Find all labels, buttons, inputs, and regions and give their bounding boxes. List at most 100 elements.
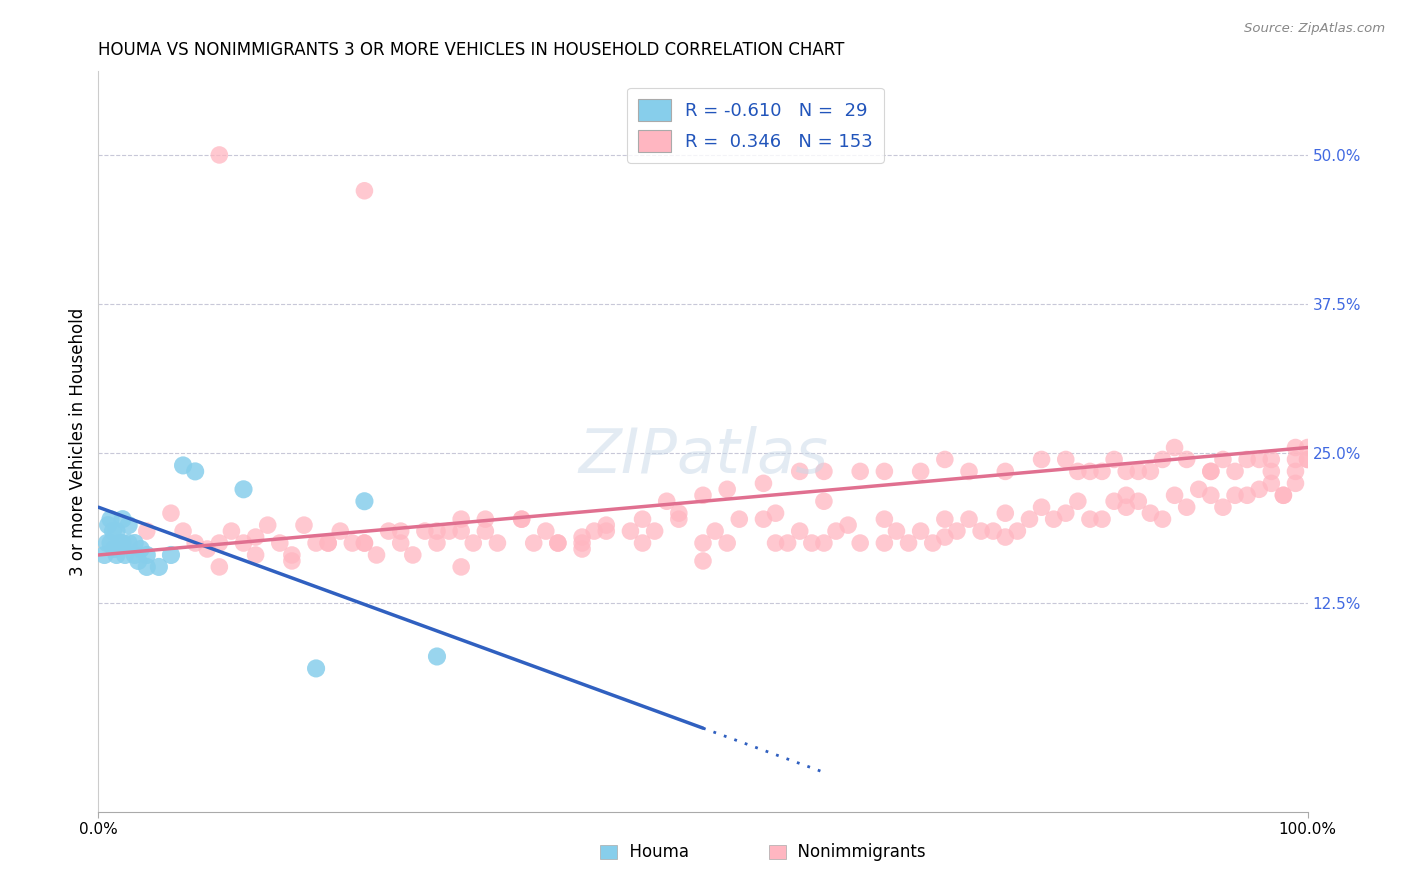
Point <box>105 548 128 562</box>
Point <box>1284 476 1306 491</box>
Point <box>813 494 835 508</box>
Point <box>389 536 412 550</box>
Point <box>135 548 157 562</box>
Point <box>631 536 654 550</box>
Point <box>571 530 593 544</box>
Point <box>1249 483 1271 497</box>
Point <box>704 524 727 538</box>
Point <box>813 464 835 478</box>
Text: Houma: Houma <box>619 843 689 861</box>
Point <box>910 464 932 478</box>
Point <box>1163 488 1185 502</box>
Point <box>1236 452 1258 467</box>
Point <box>221 524 243 538</box>
Point <box>148 560 170 574</box>
Point <box>994 506 1017 520</box>
Point <box>1272 488 1295 502</box>
Point <box>934 452 956 467</box>
Point <box>583 524 606 538</box>
Point <box>160 506 183 520</box>
Point <box>934 530 956 544</box>
Point <box>957 464 980 478</box>
Point <box>716 536 738 550</box>
Point <box>97 518 120 533</box>
Point <box>1031 500 1053 515</box>
Point <box>1054 506 1077 520</box>
Point <box>765 506 787 520</box>
Point <box>118 518 141 533</box>
Point <box>305 661 328 675</box>
Point <box>208 536 231 550</box>
Point <box>534 524 557 538</box>
Point <box>377 524 399 538</box>
Point <box>1042 512 1064 526</box>
Point <box>1152 512 1174 526</box>
Point <box>1249 452 1271 467</box>
Point <box>1284 441 1306 455</box>
Point <box>1078 464 1101 478</box>
Point <box>1260 452 1282 467</box>
Point <box>897 536 920 550</box>
Point <box>129 541 152 556</box>
Point <box>1296 452 1319 467</box>
Point <box>1139 506 1161 520</box>
Point <box>837 518 859 533</box>
Point <box>124 536 146 550</box>
Point <box>316 536 339 550</box>
Point <box>1102 494 1125 508</box>
Point <box>184 536 207 550</box>
Point <box>946 524 969 538</box>
Point <box>595 524 617 538</box>
Point <box>450 524 472 538</box>
Point <box>1102 452 1125 467</box>
Point <box>100 512 122 526</box>
Point <box>1031 452 1053 467</box>
Point <box>402 548 425 562</box>
Point <box>450 560 472 574</box>
Point <box>269 536 291 550</box>
Point <box>127 554 149 568</box>
Point <box>316 536 339 550</box>
Point <box>1223 464 1246 478</box>
Point <box>256 518 278 533</box>
Point <box>547 536 569 550</box>
Point <box>873 536 896 550</box>
Point <box>1199 488 1222 502</box>
Point <box>108 536 131 550</box>
Point <box>474 524 496 538</box>
Point <box>1078 512 1101 526</box>
Point <box>450 512 472 526</box>
Point <box>644 524 666 538</box>
Point <box>981 524 1004 538</box>
Point <box>329 524 352 538</box>
Point <box>172 524 194 538</box>
Point <box>813 536 835 550</box>
Point <box>1007 524 1029 538</box>
Point <box>100 536 122 550</box>
Point <box>934 512 956 526</box>
Point <box>245 548 267 562</box>
Point <box>800 536 823 550</box>
Point <box>1091 512 1114 526</box>
Point <box>873 512 896 526</box>
Point <box>873 464 896 478</box>
Point <box>1260 464 1282 478</box>
Point <box>353 184 375 198</box>
Point <box>1296 452 1319 467</box>
Legend: R = -0.610   N =  29, R =  0.346   N = 153: R = -0.610 N = 29, R = 0.346 N = 153 <box>627 87 884 162</box>
Point <box>305 536 328 550</box>
Point <box>1115 500 1137 515</box>
Text: HOUMA VS NONIMMIGRANTS 3 OR MORE VEHICLES IN HOUSEHOLD CORRELATION CHART: HOUMA VS NONIMMIGRANTS 3 OR MORE VEHICLE… <box>98 41 845 59</box>
Point <box>281 548 304 562</box>
Point <box>114 548 136 562</box>
Point <box>789 524 811 538</box>
Point <box>1199 464 1222 478</box>
Point <box>118 536 141 550</box>
Point <box>1067 494 1090 508</box>
Point <box>692 554 714 568</box>
Point <box>426 536 449 550</box>
Point <box>571 536 593 550</box>
Point <box>1188 483 1211 497</box>
Point <box>474 512 496 526</box>
Point <box>849 536 872 550</box>
